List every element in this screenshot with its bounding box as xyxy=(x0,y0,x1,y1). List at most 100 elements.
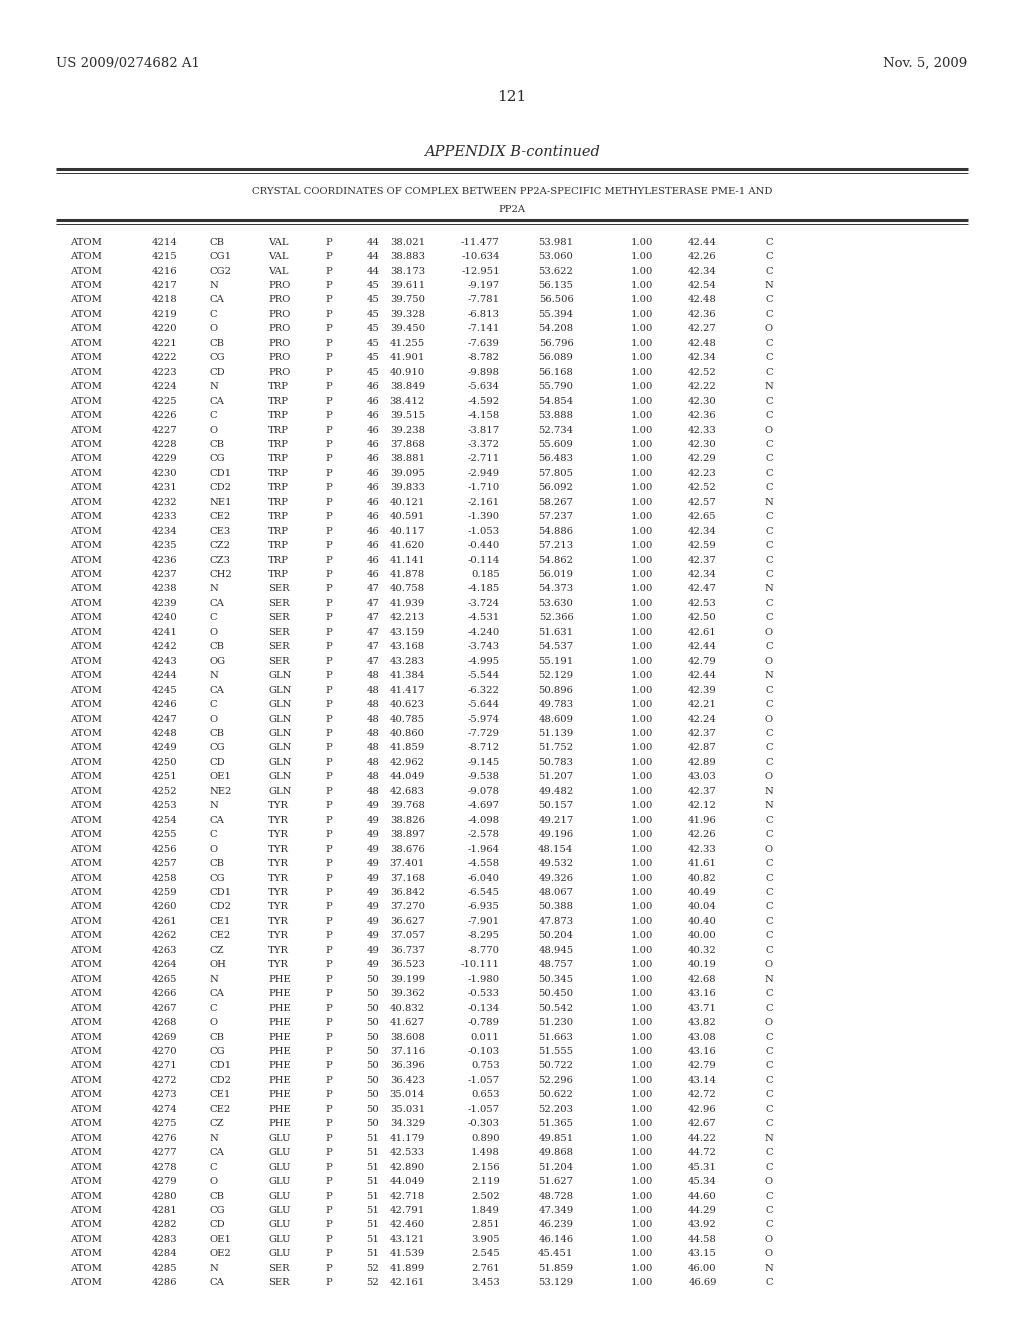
Text: P: P xyxy=(326,483,333,492)
Text: -7.781: -7.781 xyxy=(468,296,500,305)
Text: 44.72: 44.72 xyxy=(688,1148,717,1158)
Text: P: P xyxy=(326,1278,333,1287)
Text: 49.868: 49.868 xyxy=(539,1148,573,1158)
Text: P: P xyxy=(326,700,333,709)
Text: 4286: 4286 xyxy=(152,1278,177,1287)
Text: 4223: 4223 xyxy=(152,368,177,376)
Text: TRP: TRP xyxy=(268,454,290,463)
Text: 42.79: 42.79 xyxy=(688,1061,717,1071)
Text: -1.057: -1.057 xyxy=(468,1105,500,1114)
Text: 51.230: 51.230 xyxy=(539,1018,573,1027)
Text: OH: OH xyxy=(210,961,226,969)
Text: 49.783: 49.783 xyxy=(539,700,573,709)
Text: 0.653: 0.653 xyxy=(471,1090,500,1100)
Text: 50.722: 50.722 xyxy=(539,1061,573,1071)
Text: ATOM: ATOM xyxy=(70,758,101,767)
Text: C: C xyxy=(766,1090,773,1100)
Text: 1.00: 1.00 xyxy=(631,1105,653,1114)
Text: 1.00: 1.00 xyxy=(631,585,653,594)
Text: GLN: GLN xyxy=(268,729,292,738)
Text: 44.60: 44.60 xyxy=(688,1192,717,1201)
Text: 50: 50 xyxy=(367,1105,379,1114)
Text: 40.591: 40.591 xyxy=(390,512,425,521)
Text: 40.04: 40.04 xyxy=(688,903,717,912)
Text: ATOM: ATOM xyxy=(70,1221,101,1229)
Text: 1.00: 1.00 xyxy=(631,671,653,680)
Text: ATOM: ATOM xyxy=(70,354,101,362)
Text: ATOM: ATOM xyxy=(70,556,101,565)
Text: P: P xyxy=(326,1018,333,1027)
Text: TRP: TRP xyxy=(268,498,290,507)
Text: 47: 47 xyxy=(367,628,380,636)
Text: 4248: 4248 xyxy=(152,729,177,738)
Text: PHE: PHE xyxy=(268,1003,291,1012)
Text: P: P xyxy=(326,396,333,405)
Text: 1.00: 1.00 xyxy=(631,1278,653,1287)
Text: ATOM: ATOM xyxy=(70,1134,101,1143)
Text: 1.00: 1.00 xyxy=(631,310,653,319)
Text: 40.860: 40.860 xyxy=(390,729,425,738)
Text: 42.67: 42.67 xyxy=(688,1119,717,1129)
Text: 1.00: 1.00 xyxy=(631,714,653,723)
Text: 1.00: 1.00 xyxy=(631,396,653,405)
Text: 2.156: 2.156 xyxy=(471,1163,500,1172)
Text: C: C xyxy=(766,310,773,319)
Text: 50: 50 xyxy=(367,1047,379,1056)
Text: 1.00: 1.00 xyxy=(631,614,653,623)
Text: 1.00: 1.00 xyxy=(631,1249,653,1258)
Text: 42.24: 42.24 xyxy=(688,714,717,723)
Text: 4257: 4257 xyxy=(152,859,177,869)
Text: 1.00: 1.00 xyxy=(631,1061,653,1071)
Text: P: P xyxy=(326,801,333,810)
Text: 50.204: 50.204 xyxy=(539,932,573,940)
Text: 1.00: 1.00 xyxy=(631,974,653,983)
Text: 46: 46 xyxy=(367,498,379,507)
Text: 1.00: 1.00 xyxy=(631,946,653,954)
Text: P: P xyxy=(326,1249,333,1258)
Text: N: N xyxy=(210,585,219,594)
Text: CB: CB xyxy=(210,729,225,738)
Text: 40.758: 40.758 xyxy=(390,585,425,594)
Text: 40.623: 40.623 xyxy=(390,700,425,709)
Text: ATOM: ATOM xyxy=(70,657,101,665)
Text: 46: 46 xyxy=(367,383,379,391)
Text: 36.423: 36.423 xyxy=(390,1076,425,1085)
Text: O: O xyxy=(765,1018,773,1027)
Text: 1.00: 1.00 xyxy=(631,816,653,825)
Text: PHE: PHE xyxy=(268,1076,291,1085)
Text: 36.523: 36.523 xyxy=(390,961,425,969)
Text: ATOM: ATOM xyxy=(70,917,101,925)
Text: P: P xyxy=(326,498,333,507)
Text: ATOM: ATOM xyxy=(70,989,101,998)
Text: P: P xyxy=(326,643,333,651)
Text: 46: 46 xyxy=(367,483,379,492)
Text: 42.53: 42.53 xyxy=(688,599,717,609)
Text: O: O xyxy=(765,1177,773,1187)
Text: 48.945: 48.945 xyxy=(539,946,573,954)
Text: 4238: 4238 xyxy=(152,585,177,594)
Text: 42.79: 42.79 xyxy=(688,657,717,665)
Text: -8.770: -8.770 xyxy=(468,946,500,954)
Text: 1.00: 1.00 xyxy=(631,1090,653,1100)
Text: 51.663: 51.663 xyxy=(539,1032,573,1041)
Text: 40.40: 40.40 xyxy=(688,917,717,925)
Text: 56.135: 56.135 xyxy=(539,281,573,290)
Text: P: P xyxy=(326,974,333,983)
Text: 1.00: 1.00 xyxy=(631,758,653,767)
Text: 53.622: 53.622 xyxy=(539,267,573,276)
Text: CD1: CD1 xyxy=(210,469,232,478)
Text: 4240: 4240 xyxy=(152,614,177,623)
Text: 38.608: 38.608 xyxy=(390,1032,425,1041)
Text: ATOM: ATOM xyxy=(70,671,101,680)
Text: P: P xyxy=(326,469,333,478)
Text: -1.964: -1.964 xyxy=(468,845,500,854)
Text: CE1: CE1 xyxy=(210,917,231,925)
Text: C: C xyxy=(766,570,773,579)
Text: C: C xyxy=(766,1192,773,1201)
Text: 4216: 4216 xyxy=(152,267,177,276)
Text: 43.03: 43.03 xyxy=(688,772,717,781)
Text: ATOM: ATOM xyxy=(70,483,101,492)
Text: 42.50: 42.50 xyxy=(688,614,717,623)
Text: 42.89: 42.89 xyxy=(688,758,717,767)
Text: ATOM: ATOM xyxy=(70,252,101,261)
